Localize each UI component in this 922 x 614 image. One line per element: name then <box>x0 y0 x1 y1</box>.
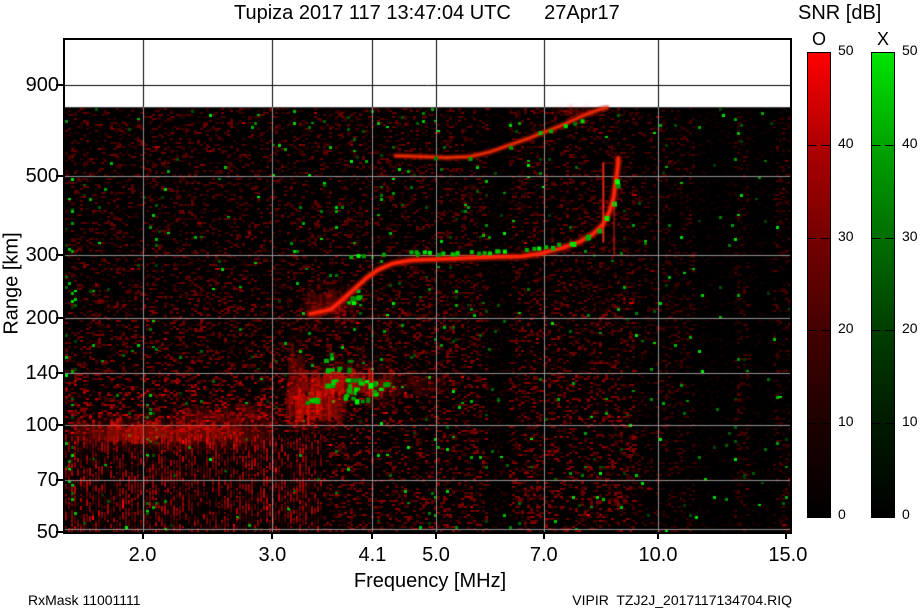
colorbar-o-tick-label: 40 <box>838 134 854 151</box>
colorbar-x-tick-label: 50 <box>902 42 918 58</box>
x-tick-mark <box>271 534 274 539</box>
colorbar-o-tick-label: 10 <box>838 413 854 430</box>
colorbar-o-tick-label: 30 <box>838 227 854 244</box>
colorbar-o-label: O <box>811 29 826 49</box>
x-tick-mark <box>371 534 374 539</box>
x-tick-mark <box>542 534 545 539</box>
colorbar-x-tick-dash <box>872 144 894 146</box>
x-tick-label: 10.0 <box>638 544 678 566</box>
y-tick-label: 900 <box>25 74 59 97</box>
ionogram-canvas <box>65 40 790 532</box>
y-tick-mark <box>56 316 63 319</box>
y-axis-title: Range [km] <box>0 232 23 335</box>
colorbar-x-tick-label: 20 <box>902 320 918 337</box>
x-axis-title: Frequency [MHz] <box>353 570 507 592</box>
x-tick-label: 15.0 <box>768 544 808 566</box>
y-tick-mark <box>56 531 63 533</box>
y-tick-label: 50 <box>36 521 59 543</box>
filename-text: VIPIR TZJ2J_2017117134704.RIQ <box>572 592 792 608</box>
plot-title: Tupiza 2017 117 13:47:04 UTC 27Apr17 <box>234 2 620 24</box>
y-tick-mark <box>56 478 63 481</box>
y-tick-mark <box>56 253 63 256</box>
colorbar-x-tick-label: 30 <box>902 227 918 244</box>
colorbar-x-label: X <box>876 29 889 49</box>
rxmask-text: RxMask 11001111 <box>28 592 141 608</box>
colorbar-x-gradient <box>871 52 895 518</box>
y-tick-label: 200 <box>25 306 59 329</box>
x-tick-mark <box>785 534 787 539</box>
colorbar-o-tick-dash <box>808 144 830 146</box>
colorbar-x-tick-dash <box>872 423 894 425</box>
y-tick-label: 70 <box>36 468 59 491</box>
colorbar-o-tick-dash <box>808 330 830 332</box>
snr-colorbar-title: SNR [dB] <box>798 2 882 24</box>
colorbar-x-tick-label: 40 <box>902 134 918 151</box>
x-tick-mark <box>141 534 144 539</box>
x-tick-mark <box>657 534 659 539</box>
colorbar-o-tick-label: 50 <box>838 42 854 58</box>
colorbar-x-tick-label: 0 <box>902 506 910 522</box>
y-tick-label: 300 <box>25 243 59 266</box>
y-tick-mark <box>56 174 63 177</box>
y-tick-label: 140 <box>25 361 59 384</box>
x-tick-label: 5.0 <box>422 544 450 566</box>
x-tick-label: 7.0 <box>529 544 558 566</box>
colorbar-o-tick-dash <box>808 423 830 425</box>
colorbar-x-tick-dash <box>872 330 894 332</box>
x-tick-label: 2.0 <box>128 544 157 566</box>
x-tick-label: 4.1 <box>358 544 387 566</box>
y-tick-label: 500 <box>25 164 59 187</box>
y-tick-label: 100 <box>25 413 59 436</box>
x-tick-mark <box>435 534 437 539</box>
colorbar-x-tick-dash <box>872 237 894 239</box>
x-tick-label: 3.0 <box>258 544 287 566</box>
colorbar-x-tick-label: 10 <box>902 413 918 430</box>
colorbar-o-tick-label: 0 <box>838 506 846 522</box>
colorbar-o-tick-label: 20 <box>838 320 854 337</box>
y-tick-mark <box>56 84 63 87</box>
y-tick-mark <box>56 423 63 426</box>
y-tick-mark <box>56 371 63 374</box>
colorbar-o-tick-dash <box>808 237 830 239</box>
colorbar-o-gradient <box>807 52 831 518</box>
